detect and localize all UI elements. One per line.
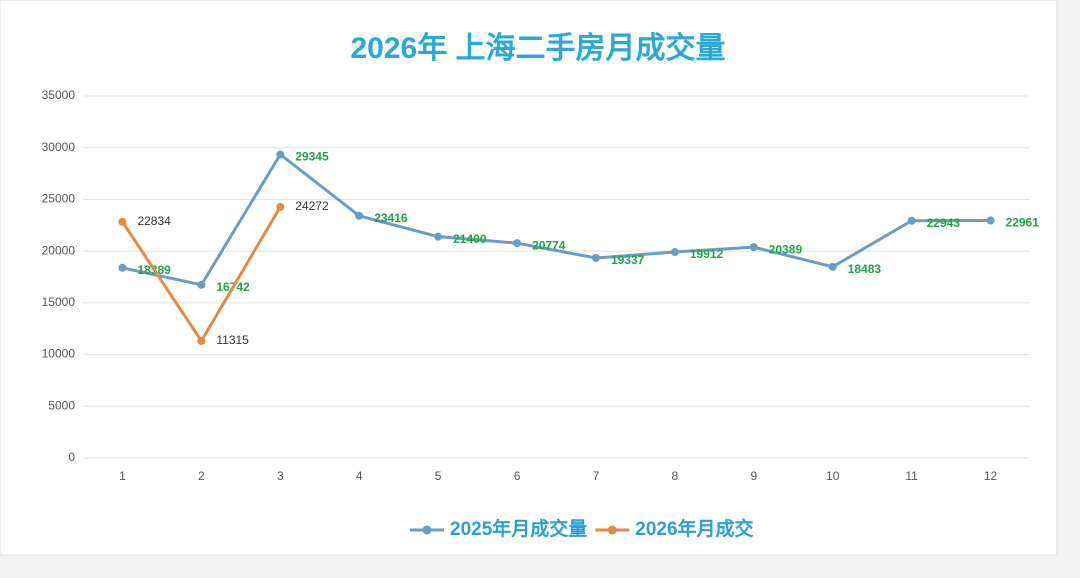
x-tick-label: 9 [750, 469, 757, 483]
y-tick-label: 15000 [42, 295, 76, 309]
data-label: 19912 [690, 247, 724, 261]
x-tick-label: 1 [119, 469, 126, 483]
data-label: 20774 [532, 238, 566, 252]
x-tick-label: 3 [277, 469, 284, 483]
chart-card [0, 0, 1058, 556]
data-point [197, 336, 206, 345]
data-point [591, 254, 600, 263]
x-tick-label: 2 [198, 469, 205, 483]
x-tick-label: 11 [905, 469, 918, 483]
data-point [986, 216, 995, 225]
data-label: 19337 [611, 253, 645, 267]
data-label: 20389 [769, 242, 803, 256]
data-point [118, 217, 127, 226]
data-point [749, 243, 758, 252]
data-label: 21400 [453, 232, 487, 246]
data-point [276, 202, 285, 211]
x-tick-label: 6 [514, 469, 521, 483]
x-tick-label: 4 [356, 469, 363, 483]
y-tick-label: 20000 [42, 243, 76, 257]
y-tick-label: 30000 [42, 140, 76, 154]
y-tick-label: 25000 [42, 192, 76, 206]
series-line [122, 152, 991, 287]
data-point [276, 150, 285, 159]
data-point [670, 248, 679, 257]
legend-marker [422, 525, 432, 535]
data-point [118, 263, 127, 272]
data-label: 18483 [848, 262, 882, 276]
y-tick-label: 0 [68, 450, 75, 464]
data-label: 22834 [137, 214, 171, 228]
y-tick-label: 35000 [42, 88, 76, 102]
data-label: 24272 [295, 199, 329, 213]
chart-title: 2026年 上海二手房月成交量 [350, 31, 725, 65]
x-tick-label: 12 [984, 469, 998, 483]
data-label: 29345 [295, 150, 329, 164]
legend-marker [607, 525, 617, 535]
data-point [828, 262, 837, 271]
data-label: 11315 [216, 333, 249, 347]
data-point [513, 239, 522, 248]
data-point [907, 216, 916, 225]
data-point [197, 280, 206, 289]
legend-label: 2026年月成交 [635, 517, 753, 540]
data-label: 23416 [374, 211, 408, 225]
data-label: 22943 [927, 216, 961, 230]
data-point [434, 232, 443, 241]
y-tick-label: 10000 [42, 347, 76, 361]
data-label: 22961 [1006, 216, 1040, 230]
x-tick-label: 10 [826, 469, 840, 483]
x-tick-label: 7 [593, 469, 600, 483]
legend-label: 2025年月成交量 [450, 517, 587, 540]
x-tick-label: 5 [435, 469, 442, 483]
data-point [355, 211, 364, 220]
x-tick-label: 8 [672, 469, 679, 483]
y-tick-label: 5000 [48, 398, 75, 412]
